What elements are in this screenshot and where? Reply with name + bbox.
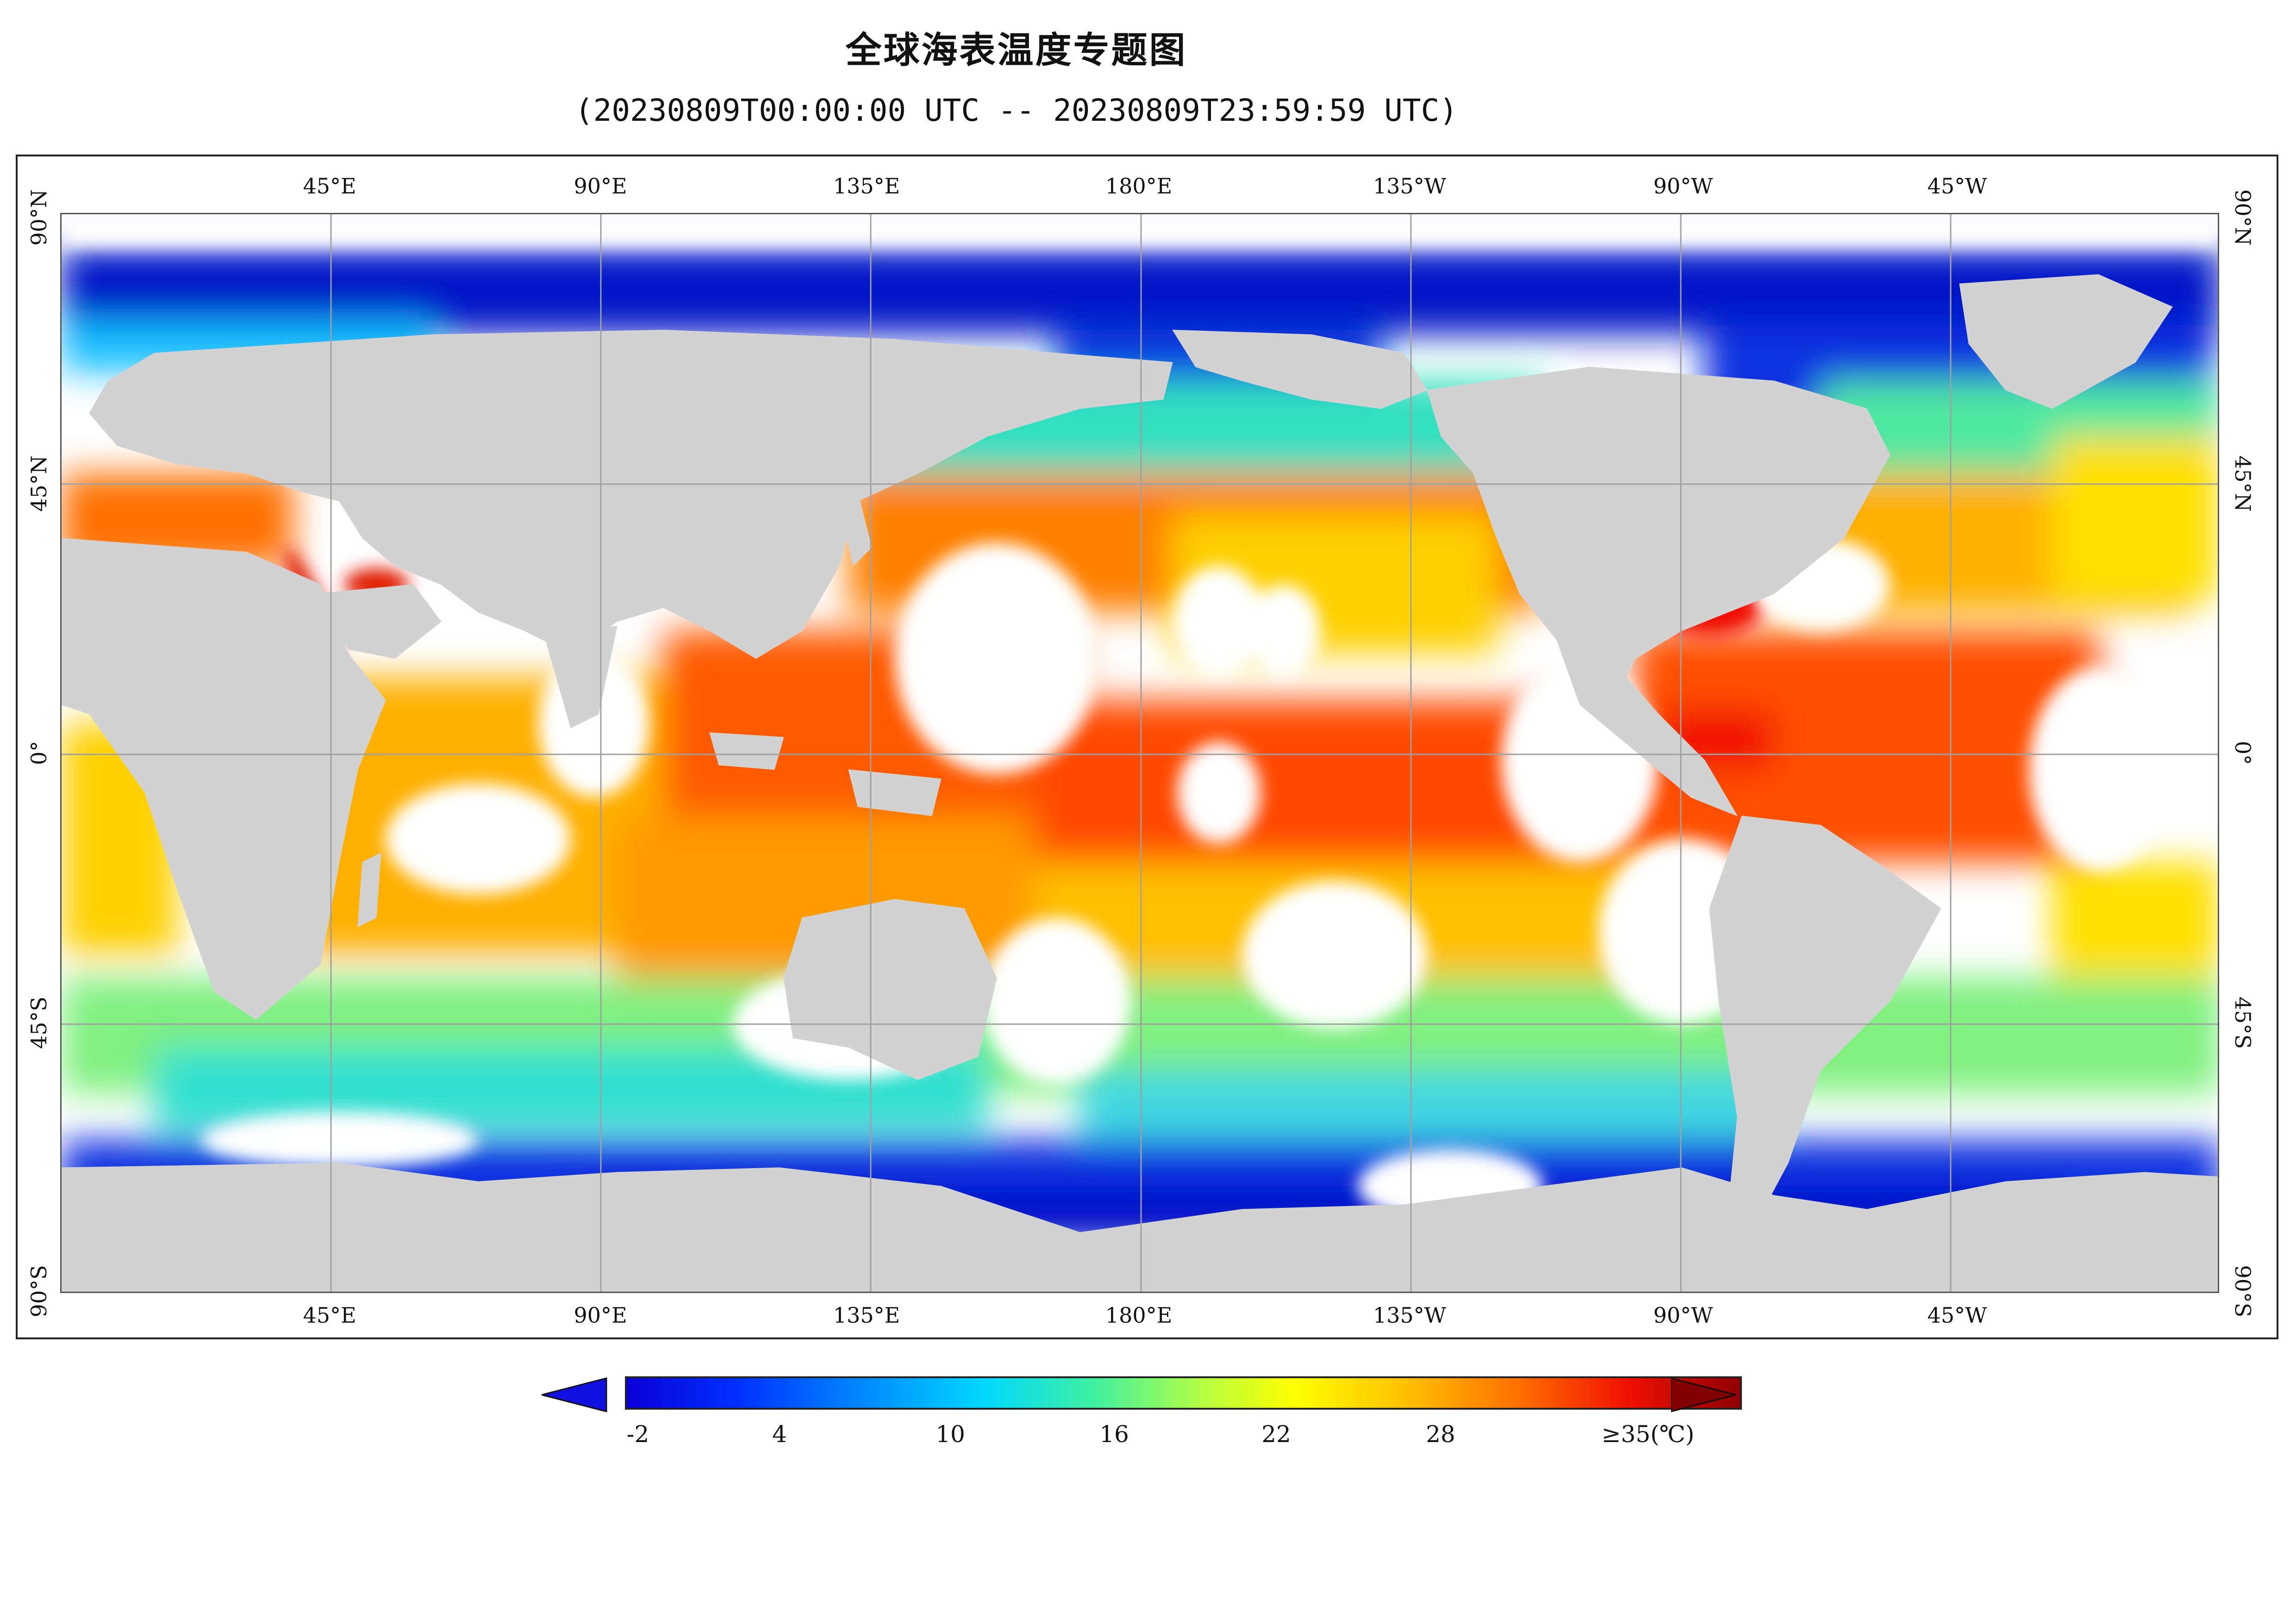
lon-label-bottom-135e: 135°E (833, 1303, 900, 1328)
lon-label-top-45w: 45°W (1928, 174, 1987, 199)
lat-label-right-0: 0° (2230, 741, 2255, 765)
sensor-name: 传 感 器:OCT (1859, 1560, 2014, 1596)
lat-label-left-90n: 90°N (26, 189, 51, 246)
lat-label-left-45n: 45°N (26, 455, 51, 512)
lon-label-top-45e: 45°E (303, 174, 356, 199)
lon-label-top-135e: 135°E (833, 174, 900, 199)
lon-label-bottom-45e: 45°E (303, 1303, 356, 1328)
mapping-unit: 制图单位:国家卫星海洋应用中心 (168, 1488, 527, 1524)
legend-max-arrow (1671, 1376, 1741, 1413)
lon-label-top-90e: 90°E (574, 174, 627, 199)
coordinate-system: 坐标系:CGCS2000 (1095, 1488, 1317, 1524)
lon-label-bottom-135w: 135°W (1373, 1303, 1446, 1328)
sst-map[interactable] (60, 213, 2219, 1293)
legend-tick-label: 28 (1426, 1421, 1455, 1448)
lat-label-right-45n: 45°N (2230, 455, 2255, 512)
satellite-name: 卫星名称:HY-1C (1859, 1488, 2046, 1524)
legend-tick-label: 16 (1099, 1421, 1129, 1448)
lon-label-bottom-90w: 90°W (1653, 1303, 1713, 1328)
lon-label-top-180e: 180°E (1105, 174, 1172, 199)
legend-tick-label: 22 (1261, 1421, 1291, 1448)
lon-label-bottom-45w: 45°W (1928, 1303, 1987, 1328)
time-range-subtitle: (20230809T00:00:00 UTC -- 20230809T23:59… (0, 93, 2033, 128)
legend-tick-label: 10 (936, 1421, 965, 1448)
lat-label-left-90s: 90°S (26, 1265, 51, 1317)
mapping-date: 制图时间:2023年08月10日 (168, 1560, 479, 1596)
color-ramp (625, 1376, 1742, 1410)
legend-tick-label: -2 (627, 1421, 649, 1448)
map-title: 全球海表温度专题图 (0, 21, 2033, 73)
temperature-legend (542, 1376, 1745, 1418)
lon-label-bottom-180e: 180°E (1105, 1303, 1172, 1328)
lat-label-right-90n: 90°N (2230, 189, 2255, 246)
lat-label-right-90s: 90°S (2230, 1265, 2255, 1317)
agency-logo (32, 1489, 162, 1619)
lon-label-bottom-90e: 90°E (574, 1303, 627, 1328)
lat-label-right-45s: 45°S (2230, 996, 2255, 1049)
legend-tick-label: ≥35(℃) (1602, 1421, 1694, 1448)
map-scale: 比例尺:1:100,000,000 (1095, 1560, 1361, 1596)
lat-label-left-45s: 45°S (26, 996, 51, 1049)
legend-tick-label: 4 (772, 1421, 787, 1448)
legend-min-arrow (542, 1376, 625, 1413)
lon-label-top-90w: 90°W (1653, 174, 1713, 199)
lon-label-top-135w: 135°W (1373, 174, 1446, 199)
lat-label-left-0: 0° (26, 741, 51, 765)
